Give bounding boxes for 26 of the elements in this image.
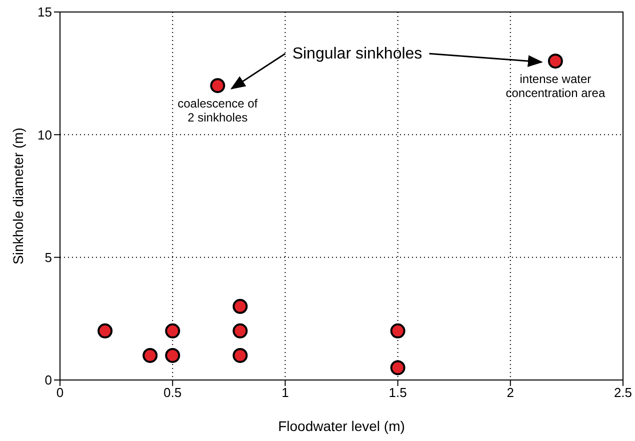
- point: [232, 298, 248, 314]
- annotation: coalescence of 2 sinkholes: [178, 96, 258, 125]
- x-tick-label: 0.5: [164, 385, 182, 400]
- x-tick-label: 2: [506, 385, 514, 400]
- point: [165, 323, 180, 338]
- point: [98, 323, 113, 338]
- y-tick-label: 0: [44, 372, 52, 388]
- y-tick-label: 5: [44, 250, 52, 265]
- y-axis-title: Sinkhole diameter (m): [10, 128, 26, 264]
- annotation: Singular sinkholes: [292, 46, 422, 63]
- point: [548, 54, 563, 69]
- x-tick-label: 1.5: [388, 385, 407, 400]
- point: [165, 348, 180, 363]
- x-tick-label: 2.5: [614, 385, 632, 400]
- y-tick-label: 15: [38, 4, 52, 20]
- annotation: intense water concentration area: [506, 72, 606, 100]
- x-tick-label: 0: [56, 385, 64, 400]
- point: [390, 323, 406, 338]
- point: [390, 360, 406, 376]
- x-tick-label: 1: [282, 385, 289, 400]
- point: [210, 78, 226, 94]
- point: [232, 348, 248, 363]
- x-axis-title: Floodwater level (m): [278, 418, 405, 434]
- point: [142, 348, 158, 363]
- y-tick-label: 10: [38, 127, 52, 142]
- point: [232, 323, 248, 338]
